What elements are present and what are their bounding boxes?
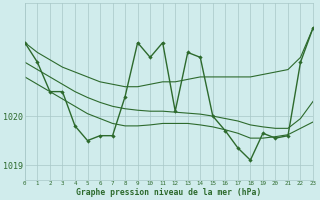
X-axis label: Graphe pression niveau de la mer (hPa): Graphe pression niveau de la mer (hPa) <box>76 188 261 197</box>
